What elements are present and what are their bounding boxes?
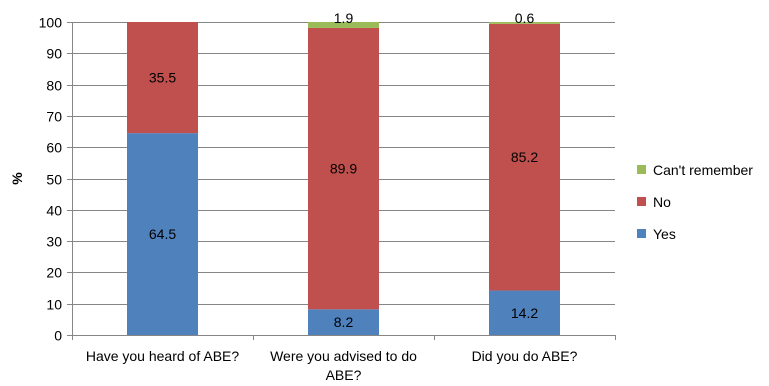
legend-label: Can't remember xyxy=(653,162,753,178)
y-tick-label: 90 xyxy=(46,46,62,62)
data-label: 64.5 xyxy=(149,226,176,242)
y-tick-label: 10 xyxy=(46,297,62,313)
axes: 0 10 20 30 40 50 60 70 80 90 100 Have you heard of … xyxy=(39,15,616,383)
data-label: 0.6 xyxy=(515,10,535,26)
x-category-label-line: ABE? xyxy=(326,367,362,383)
x-category-label-line: Did you do ABE? xyxy=(472,348,578,364)
x-category-label: Have you heard of ABE? xyxy=(86,348,240,364)
data-label: 14.2 xyxy=(511,305,538,321)
y-tick-label: 70 xyxy=(46,109,62,125)
y-axis-title: % xyxy=(9,172,25,185)
legend-label: No xyxy=(653,194,671,210)
bar-segment xyxy=(489,22,560,24)
bar-segment xyxy=(308,27,379,310)
data-label: 89.9 xyxy=(330,161,357,177)
bar-segment xyxy=(489,23,560,291)
bars xyxy=(127,22,560,335)
bar-segment xyxy=(308,22,379,28)
data-label: 85.2 xyxy=(511,149,538,165)
legend-label: Yes xyxy=(653,226,676,242)
x-category-label-line: Have you heard of ABE? xyxy=(86,348,240,364)
x-category-label-line: Were you advised to do xyxy=(270,348,417,364)
data-label: 35.5 xyxy=(149,70,176,86)
legend: Can't remember No Yes xyxy=(637,162,753,242)
bar-segment xyxy=(127,133,198,335)
y-tick-label: 20 xyxy=(46,265,62,281)
data-labels: 64.5 35.5 8.2 89.9 1.9 14.2 85.2 0.6 xyxy=(149,10,538,330)
y-tick-label: 0 xyxy=(54,328,62,344)
bar-segment xyxy=(127,22,198,134)
x-category-label: Were you advised to do ABE? xyxy=(270,348,417,383)
data-label: 8.2 xyxy=(334,314,354,330)
legend-swatch xyxy=(637,197,646,206)
y-tick-label: 60 xyxy=(46,140,62,156)
bar-segment xyxy=(308,309,379,335)
legend-swatch xyxy=(637,229,646,238)
data-label: 1.9 xyxy=(334,10,354,26)
legend-swatch xyxy=(637,165,646,174)
y-tick-label: 40 xyxy=(46,203,62,219)
y-tick-label: 50 xyxy=(46,172,62,188)
y-tick-label: 100 xyxy=(39,15,63,31)
bar-segment xyxy=(489,290,560,335)
y-tick-label: 80 xyxy=(46,78,62,94)
y-tick-label: 30 xyxy=(46,234,62,250)
x-category-label: Did you do ABE? xyxy=(472,348,578,364)
